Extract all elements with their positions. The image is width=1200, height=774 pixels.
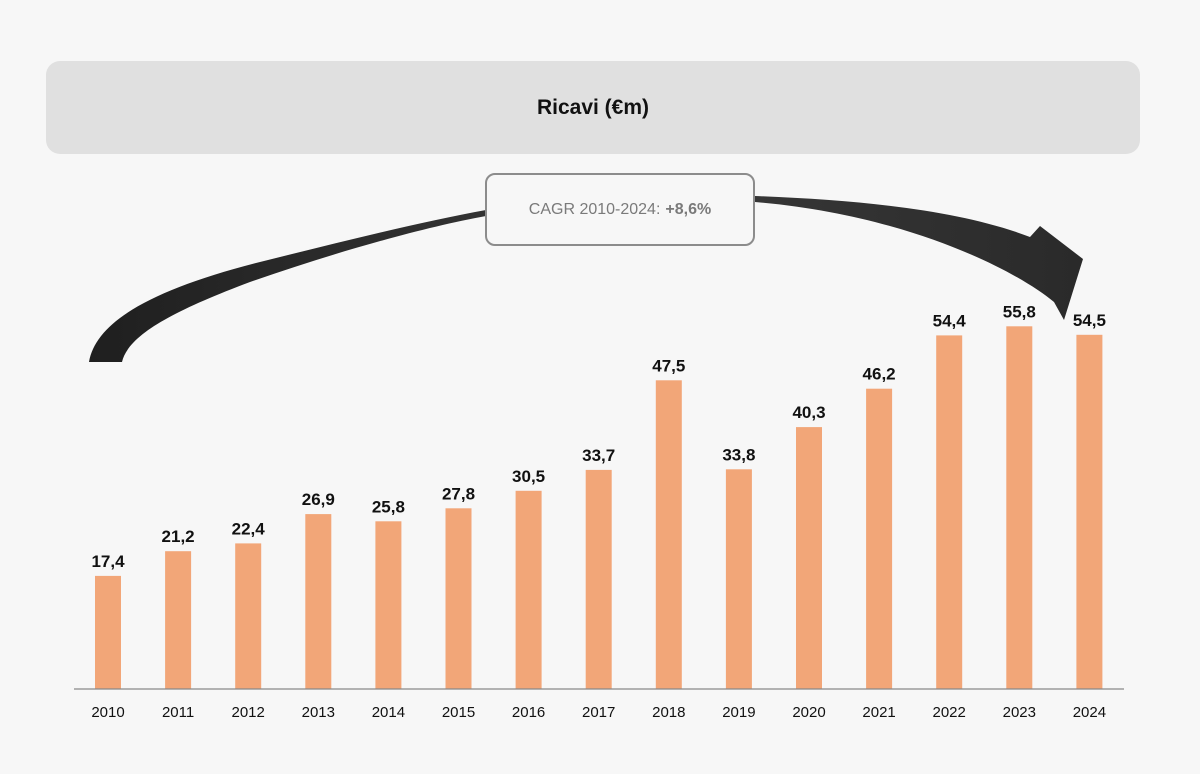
bar-2015 bbox=[445, 508, 472, 689]
x-tick-label-2010: 2010 bbox=[91, 704, 124, 721]
chart-title: Ricavi (€m) bbox=[536, 95, 650, 119]
bar-2017 bbox=[585, 469, 612, 689]
bar-2024 bbox=[1076, 334, 1103, 690]
x-tick-label-2023: 2023 bbox=[1003, 704, 1036, 721]
bar-value-label-2023: 55,8 bbox=[1003, 302, 1036, 321]
bar-value-label-2013: 26,9 bbox=[302, 490, 335, 509]
bar-value-label-2022: 54,4 bbox=[933, 311, 967, 330]
bar-2012 bbox=[235, 543, 262, 689]
x-tick-label-2017: 2017 bbox=[582, 704, 615, 721]
x-tick-label-2022: 2022 bbox=[933, 704, 966, 721]
bar-value-label-2011: 21,2 bbox=[162, 527, 195, 546]
bars-group: 17,4 2010 21,2 2011 22,4 2012 26,9 2013 25,8 2014… bbox=[91, 302, 1106, 721]
bar-2022 bbox=[936, 335, 963, 689]
bar-2021 bbox=[866, 388, 893, 689]
bar-2016 bbox=[515, 490, 542, 690]
bar-value-label-2012: 22,4 bbox=[232, 519, 266, 538]
x-tick-label-2012: 2012 bbox=[232, 704, 265, 721]
x-tick-label-2019: 2019 bbox=[722, 704, 755, 721]
bar-2011 bbox=[165, 551, 192, 689]
x-tick-label-2014: 2014 bbox=[372, 704, 405, 721]
bar-2014 bbox=[375, 521, 402, 689]
bar-value-label-2019: 33,8 bbox=[722, 445, 755, 464]
bar-2010 bbox=[95, 575, 121, 689]
x-tick-label-2011: 2011 bbox=[162, 704, 194, 721]
bar-2020 bbox=[796, 427, 822, 689]
cagr-label: CAGR 2010-2024: bbox=[528, 200, 661, 218]
bar-value-label-2018: 47,5 bbox=[652, 356, 685, 375]
x-tick-label-2015: 2015 bbox=[442, 704, 475, 721]
bar-2019 bbox=[725, 469, 752, 689]
bar-value-label-2020: 40,3 bbox=[792, 403, 825, 422]
x-tick-label-2020: 2020 bbox=[792, 704, 825, 721]
x-tick-label-2021: 2021 bbox=[862, 704, 895, 721]
bar-value-label-2016: 30,5 bbox=[512, 467, 545, 486]
bar-value-label-2010: 17,4 bbox=[91, 552, 125, 571]
cagr-value: +8,6% bbox=[665, 200, 712, 218]
x-tick-label-2013: 2013 bbox=[302, 704, 335, 721]
bar-2023 bbox=[1006, 326, 1033, 689]
x-tick-label-2016: 2016 bbox=[512, 704, 545, 721]
bar-2013 bbox=[305, 514, 332, 689]
title-banner: Ricavi (€m) bbox=[46, 61, 1140, 154]
bar-value-label-2017: 33,7 bbox=[582, 446, 615, 465]
x-tick-label-2018: 2018 bbox=[652, 704, 685, 721]
x-tick-label-2024: 2024 bbox=[1073, 704, 1106, 721]
bar-value-label-2024: 54,5 bbox=[1073, 311, 1106, 330]
bar-value-label-2021: 46,2 bbox=[863, 365, 896, 384]
bar-2018 bbox=[655, 380, 682, 690]
bar-value-label-2015: 27,8 bbox=[442, 484, 475, 503]
cagr-callout: CAGR 2010-2024: +8,6% bbox=[485, 173, 755, 246]
bar-value-label-2014: 25,8 bbox=[372, 497, 405, 516]
